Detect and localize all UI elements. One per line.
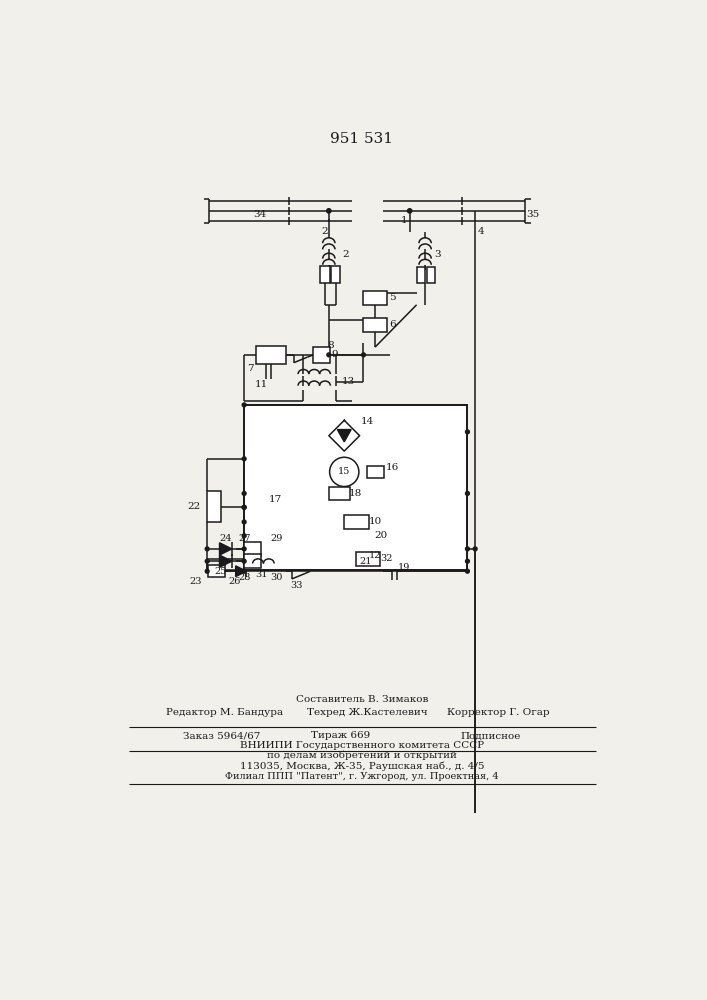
Text: 13: 13	[341, 377, 355, 386]
Bar	[331, 266, 340, 283]
Bar	[329, 487, 351, 500]
Text: 31: 31	[255, 570, 267, 579]
Text: 29: 29	[270, 534, 283, 543]
Circle shape	[205, 547, 209, 551]
Bar	[363, 318, 387, 332]
Text: Подписное: Подписное	[460, 732, 521, 740]
Bar	[244, 542, 261, 556]
Text: 15: 15	[338, 467, 351, 476]
Bar	[208, 565, 225, 577]
Text: 4: 4	[477, 227, 484, 236]
Circle shape	[243, 569, 246, 573]
Text: Заказ 5964/67: Заказ 5964/67	[182, 732, 260, 740]
Bar	[256, 346, 286, 364]
Polygon shape	[235, 566, 247, 577]
Text: по делам изобретений и открытий: по делам изобретений и открытий	[267, 750, 457, 760]
Bar	[244, 405, 467, 570]
Bar	[344, 515, 369, 529]
Circle shape	[243, 547, 246, 551]
Circle shape	[243, 457, 246, 461]
Text: 1: 1	[401, 216, 408, 225]
Text: 27: 27	[238, 534, 250, 543]
Text: 19: 19	[398, 563, 411, 572]
Text: 23: 23	[189, 578, 201, 586]
Text: 10: 10	[368, 517, 382, 526]
Text: 12: 12	[369, 551, 381, 560]
Text: 8: 8	[327, 341, 334, 350]
Circle shape	[243, 403, 246, 407]
Text: 21: 21	[360, 557, 372, 566]
Text: 32: 32	[380, 554, 393, 563]
Circle shape	[473, 547, 477, 551]
Text: 951 531: 951 531	[330, 132, 394, 146]
Text: 2: 2	[342, 250, 349, 259]
Text: 7: 7	[247, 364, 254, 373]
Text: 34: 34	[253, 210, 266, 219]
Circle shape	[243, 520, 246, 524]
Text: 33: 33	[291, 581, 303, 590]
Text: 30: 30	[270, 573, 283, 582]
Circle shape	[465, 559, 469, 563]
Bar	[207, 491, 221, 522]
Text: ВНИИПИ Государственного комитета СССР: ВНИИПИ Государственного комитета СССР	[240, 741, 484, 750]
Circle shape	[243, 534, 246, 538]
Text: 11: 11	[255, 380, 268, 389]
Circle shape	[327, 209, 331, 213]
Bar	[363, 291, 387, 305]
Circle shape	[407, 209, 412, 213]
Text: 25: 25	[215, 567, 227, 576]
Circle shape	[361, 353, 366, 357]
Bar	[244, 554, 261, 568]
Text: Корректор Г. Огар: Корректор Г. Огар	[447, 708, 549, 717]
Text: 9: 9	[332, 350, 339, 359]
Circle shape	[243, 559, 246, 563]
Text: 28: 28	[238, 573, 250, 582]
Text: Филиал ППП "Патент", г. Ужгород, ул. Проектная, 4: Филиал ППП "Патент", г. Ужгород, ул. Про…	[225, 772, 498, 781]
Bar	[320, 266, 329, 283]
Text: 17: 17	[269, 495, 281, 504]
Bar	[426, 267, 435, 283]
Polygon shape	[219, 543, 232, 555]
Circle shape	[205, 569, 209, 573]
Polygon shape	[337, 430, 351, 442]
Circle shape	[465, 492, 469, 495]
Polygon shape	[219, 555, 232, 567]
Circle shape	[243, 492, 246, 495]
Circle shape	[243, 505, 246, 509]
Bar	[416, 267, 425, 283]
Text: 24: 24	[219, 534, 232, 543]
Text: Тираж 669: Тираж 669	[311, 732, 370, 740]
Circle shape	[327, 353, 331, 357]
Text: 16: 16	[385, 463, 399, 472]
Text: 18: 18	[349, 489, 363, 498]
Circle shape	[205, 559, 209, 563]
Bar	[356, 552, 380, 566]
Circle shape	[465, 569, 469, 573]
Text: Составитель В. Зимаков: Составитель В. Зимаков	[296, 695, 428, 704]
Text: 35: 35	[526, 210, 539, 219]
Circle shape	[465, 430, 469, 434]
Text: 6: 6	[390, 320, 396, 329]
Text: 26: 26	[228, 578, 240, 586]
Text: Техред Ж.Кастелевич: Техред Ж.Кастелевич	[307, 708, 428, 717]
Circle shape	[243, 505, 246, 509]
Text: Редактор М. Бандура: Редактор М. Бандура	[166, 708, 284, 717]
Bar	[313, 347, 330, 363]
Text: 5: 5	[390, 293, 396, 302]
Text: 113035, Москва, Ж-35, Раушская наб., д. 4/5: 113035, Москва, Ж-35, Раушская наб., д. …	[240, 761, 484, 771]
Text: 14: 14	[361, 417, 374, 426]
Circle shape	[465, 547, 469, 551]
Text: 22: 22	[187, 502, 200, 511]
Text: 2: 2	[322, 227, 328, 236]
Text: 3: 3	[434, 250, 440, 259]
Bar	[368, 466, 385, 478]
Text: 20: 20	[375, 531, 388, 540]
